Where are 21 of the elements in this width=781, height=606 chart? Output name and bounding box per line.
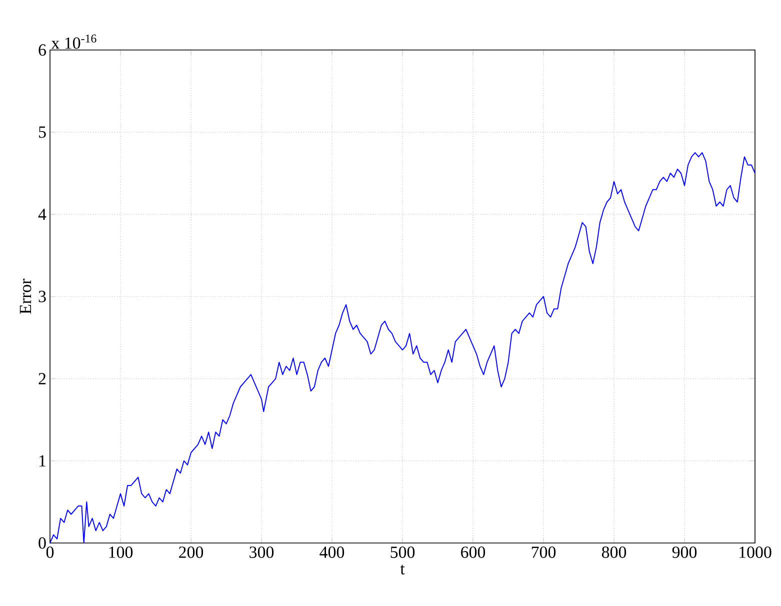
x-tick-label: 900: [672, 546, 697, 558]
text: x 10$^{-16}$: [51, 34, 96, 49]
y-tick-label: 0: [38, 537, 46, 549]
y-tick-label: 1: [39, 455, 46, 466]
y-tick-label: 6: [38, 44, 46, 56]
x-tick-label: 200: [179, 546, 204, 558]
x-tick-label: 600: [461, 546, 486, 558]
y-tick-label: 5: [38, 126, 46, 138]
x-tick-label: 800: [602, 546, 626, 558]
y-axis-title: Error: [20, 278, 32, 314]
y-tick-label: 3: [38, 290, 46, 302]
y-tick-label: 4: [38, 208, 46, 220]
x-tick-label: 700: [532, 546, 556, 558]
y-tick-label: 2: [38, 373, 46, 384]
x-tick-label: 400: [320, 546, 344, 558]
x-tick-label: 0: [46, 546, 54, 558]
x-tick-label: 1000: [740, 546, 772, 558]
x-tick-label: 300: [250, 546, 274, 558]
x-tick-label: 500: [390, 546, 415, 558]
x-axis-title: t: [400, 564, 405, 574]
x-tick-label: 100: [109, 546, 133, 558]
